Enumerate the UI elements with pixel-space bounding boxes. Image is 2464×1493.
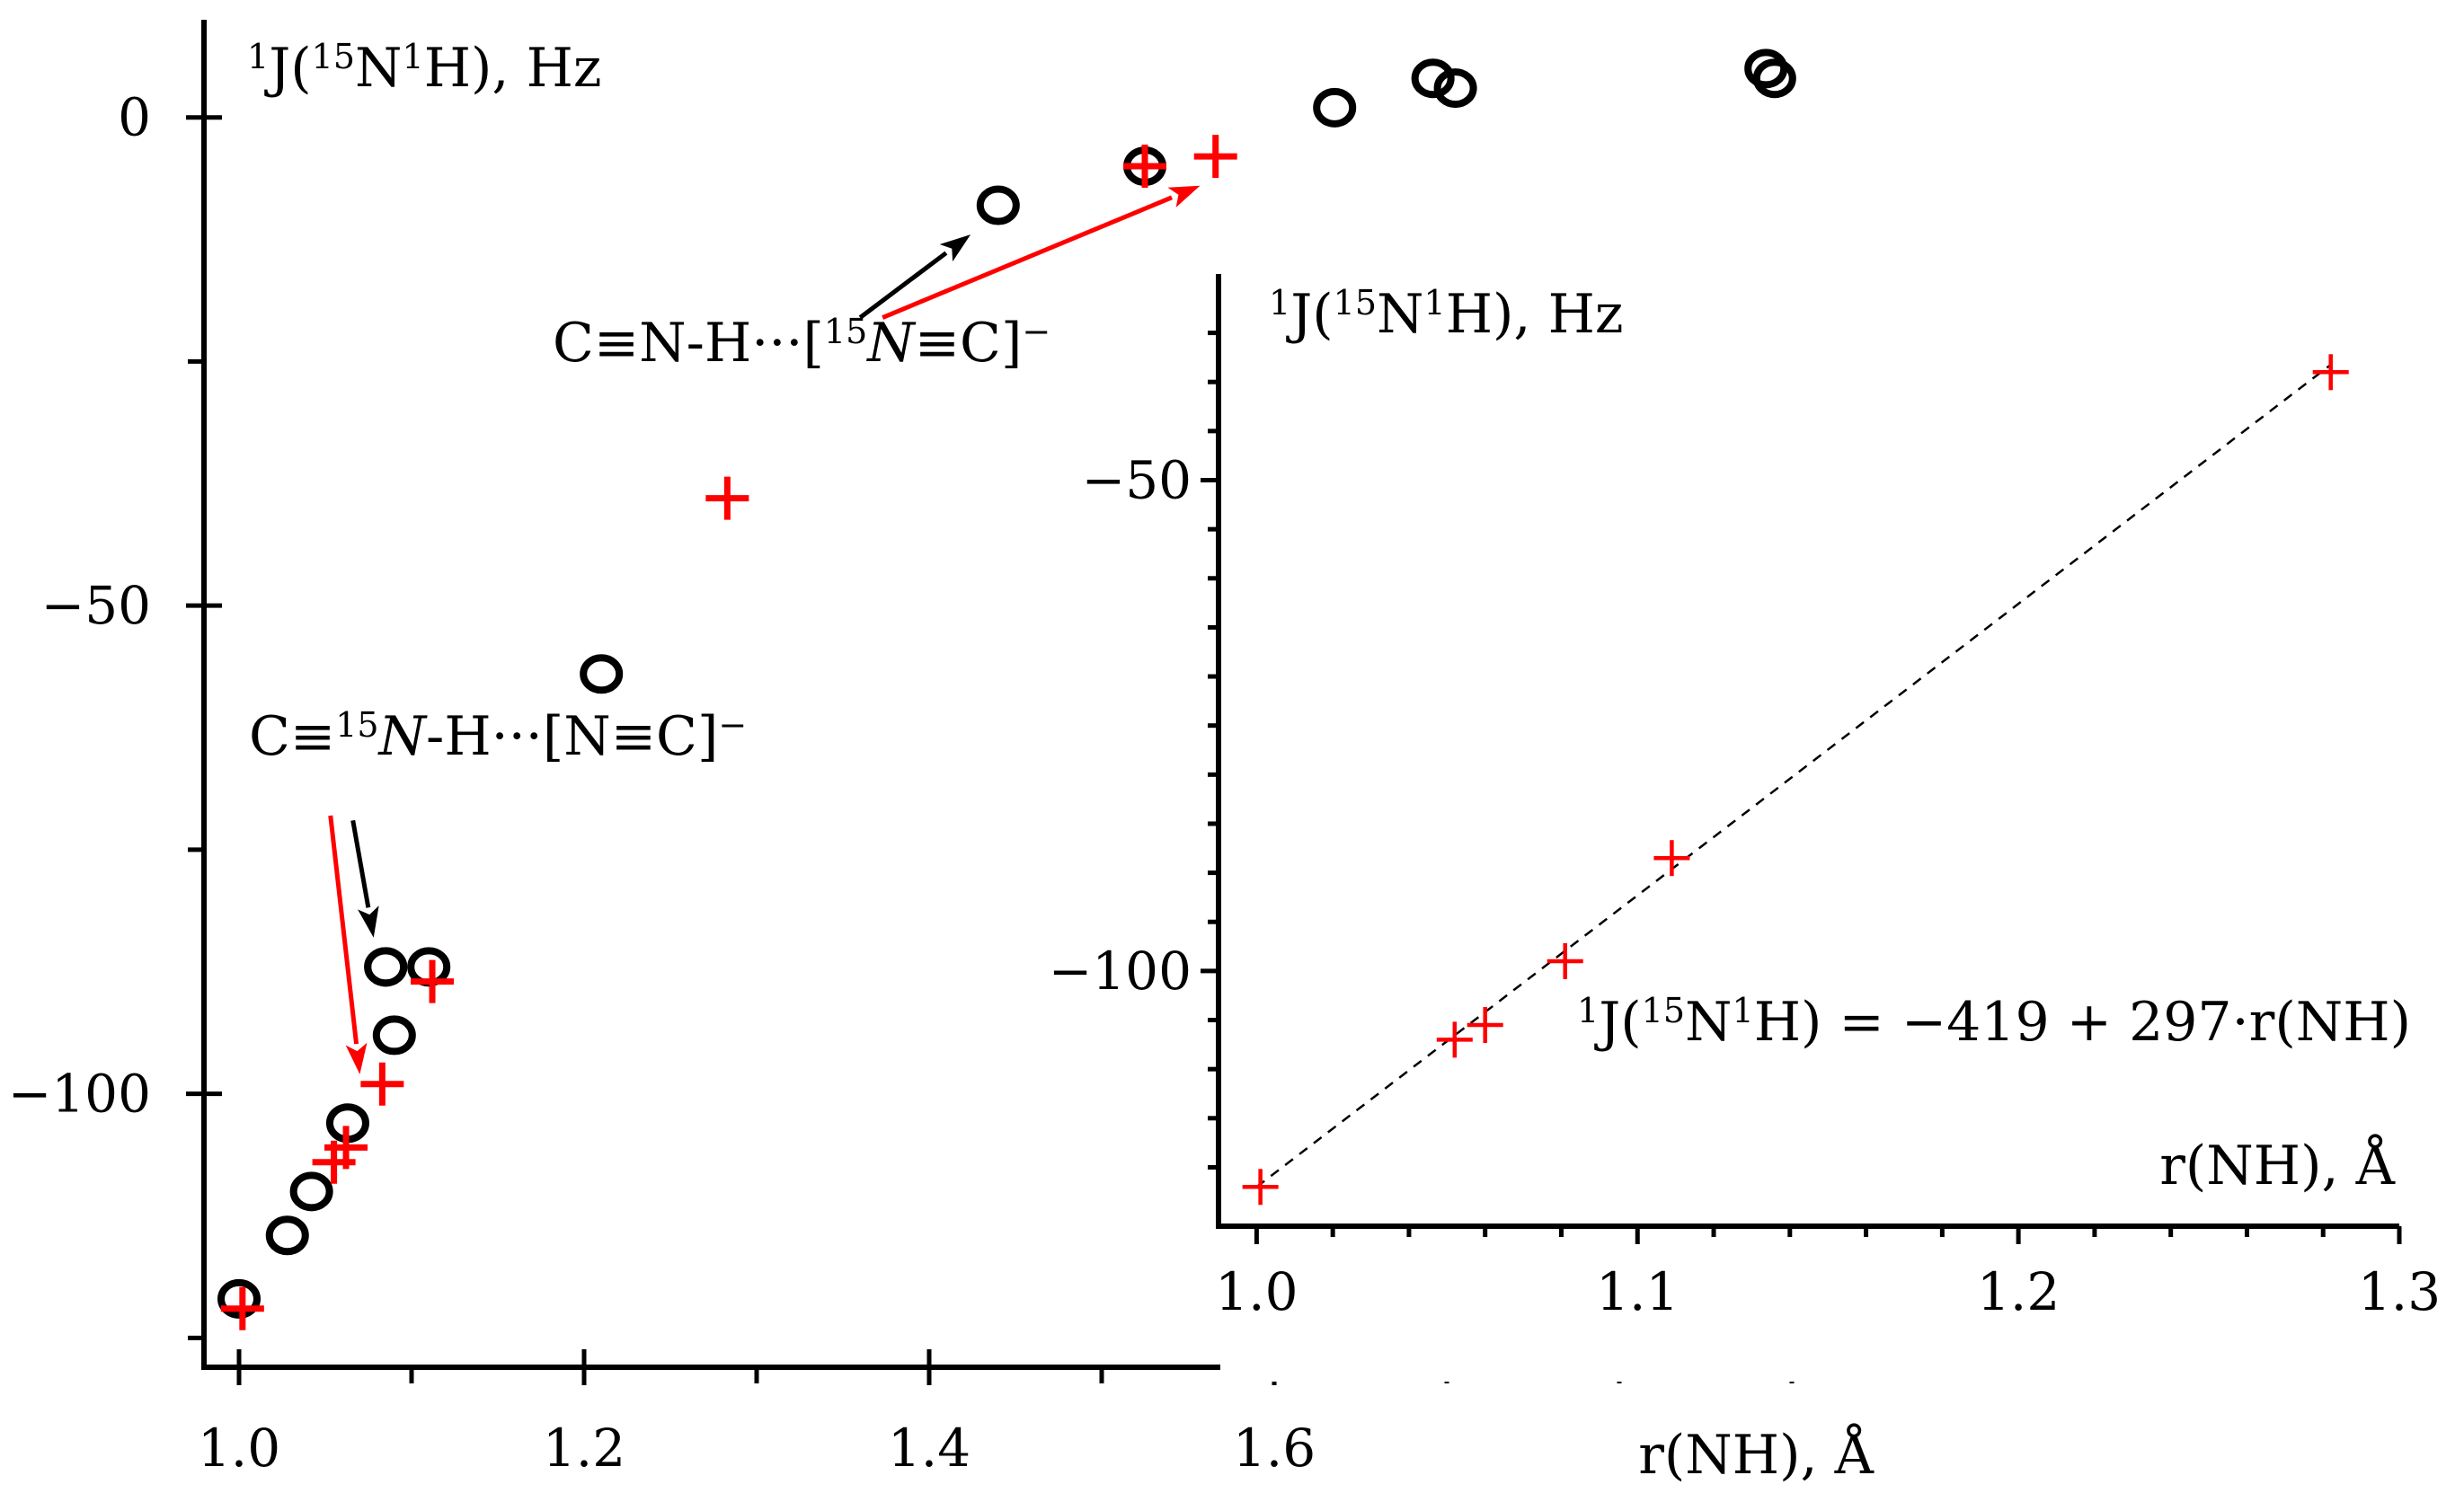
- fit-equation-j: J(: [1593, 991, 1641, 1054]
- annotation-upper-n: N: [865, 312, 917, 375]
- data-point-cross: [360, 1062, 404, 1106]
- main-y-title-j: J(: [263, 37, 311, 100]
- data-point-circle: [217, 1278, 261, 1319]
- annotation-upper-charge: −: [1022, 312, 1050, 351]
- fit-equation: 1J(15N1H) = −419 + 297·r(NH): [1577, 991, 2411, 1054]
- annotation-lower-part3: -H···[N≡C]: [426, 705, 718, 768]
- fit-equation-sup3: 1: [1733, 991, 1754, 1030]
- main-plot: 1.0 1.2 1.4 1.60−50−100 1J(15N1H), Hz r(NH)…: [8, 20, 1878, 1487]
- arrow-shaft: [858, 251, 948, 320]
- data-point-circle: [372, 1015, 416, 1056]
- main-tick-labels: 1.0 1.2 1.4 1.6 0 −50 −100: [8, 87, 1316, 1479]
- arrow-shaft: [882, 195, 1173, 320]
- main-y-title-hz: H), Hz: [424, 37, 602, 100]
- inset-data-point-cross: [1242, 1169, 1279, 1206]
- inset-xtick-label: 1.3: [2358, 1261, 2441, 1322]
- fit-equation-n: N: [1685, 991, 1733, 1054]
- arrow-head: [358, 906, 379, 938]
- inset-data-point-cross: [1436, 1021, 1473, 1058]
- main-y-title: 1J(15N1H), Hz: [247, 37, 602, 100]
- main-y-title-sup3: 1: [403, 37, 424, 76]
- inset-y-title-n: N: [1377, 283, 1424, 346]
- main-arrows: [328, 185, 1201, 1074]
- data-point-circle: [580, 654, 624, 694]
- data-point-circle: [289, 1171, 333, 1212]
- fit-line: [1255, 364, 2332, 1188]
- main-xtick-label: 1.4: [888, 1418, 971, 1479]
- main-y-title-sup1: 1: [247, 37, 269, 76]
- data-point-cross: [1193, 135, 1237, 179]
- data-point-cross: [324, 1126, 368, 1170]
- inset-marks: [1242, 354, 2349, 1206]
- data-point-cross: [1123, 145, 1166, 189]
- arrow-red: [882, 185, 1201, 320]
- fit-equation-sup1: 1: [1577, 991, 1599, 1030]
- inset-y-title-j: J(: [1285, 283, 1333, 346]
- main-xtick-label: 1.0: [198, 1418, 280, 1479]
- main-xtick-label: 1.2: [543, 1418, 625, 1479]
- inset-y-title: 1J(15N1H), Hz: [1269, 283, 1624, 346]
- data-point-cross: [220, 1286, 264, 1330]
- arrow-black: [858, 234, 971, 320]
- data-point-circle: [265, 1215, 309, 1256]
- data-point-cross: [411, 959, 455, 1003]
- inset-x-title: r(NH), Å: [2159, 1134, 2395, 1197]
- annotation-lower: C≡15N-H···[N≡C]−: [249, 705, 747, 768]
- inset-xtick-label: 1.0: [1215, 1261, 1298, 1322]
- data-point-circle: [976, 185, 1020, 225]
- inset-y-title-sup2: 15: [1334, 283, 1377, 322]
- data-point-circle: [407, 947, 451, 987]
- inset-background: [1220, 268, 2462, 1382]
- data-point-circle: [1411, 58, 1455, 99]
- arrow-head: [1167, 185, 1201, 208]
- inset-y-title-hz: H), Hz: [1446, 283, 1624, 346]
- main-y-title-sup2: 15: [312, 37, 355, 76]
- main-ytick-label: −100: [8, 1064, 151, 1125]
- inset-tick-labels: 1.0 1.1 1.2 1.3 −50 −100: [1049, 449, 2441, 1322]
- inset-data-point-cross: [2312, 354, 2349, 391]
- inset-ytick-label: −50: [1082, 449, 1192, 510]
- annotation-upper: C≡N-H···[15N≡C]−: [553, 312, 1050, 375]
- annotation-lower-n: N: [377, 705, 429, 768]
- annotation-upper-part1: C≡N-H···[: [553, 312, 824, 375]
- inset-ytick-label: −100: [1049, 941, 1192, 1002]
- inset-plot: 1.0 1.1 1.2 1.3−50−100 1J(15N1H), Hz r(NH),…: [1049, 268, 2462, 1382]
- annotation-lower-charge: −: [718, 705, 747, 745]
- inset-y-title-sup3: 1: [1424, 283, 1446, 322]
- arrow-shaft: [350, 819, 371, 908]
- main-x-title: r(NH), Å: [1638, 1423, 1874, 1487]
- data-point-circle: [1313, 87, 1357, 128]
- arrow-black: [350, 819, 379, 938]
- main-y-title-n: N: [355, 37, 403, 100]
- arrow-shaft: [328, 815, 359, 1045]
- main-ytick-label: −50: [41, 575, 151, 636]
- annotation-lower-part1: C≡: [249, 705, 335, 768]
- main-marks: [217, 49, 1796, 1330]
- arrow-head: [345, 1042, 368, 1074]
- annotation-upper-sup: 15: [824, 312, 867, 351]
- inset-xtick-label: 1.1: [1596, 1261, 1679, 1322]
- inset-y-title-sup1: 1: [1269, 283, 1290, 322]
- data-point-circle: [1433, 68, 1477, 109]
- data-point-circle: [1752, 58, 1796, 99]
- inset-data-point-cross: [1467, 1006, 1503, 1043]
- inset-data-point-cross: [1547, 942, 1583, 979]
- annotation-lower-sup: 15: [335, 705, 378, 745]
- annotation-upper-part3: ≡C]: [915, 312, 1023, 375]
- arrow-red: [328, 815, 368, 1074]
- data-point-circle: [364, 947, 408, 987]
- inset-xtick-label: 1.2: [1977, 1261, 2060, 1322]
- main-ytick-label: 0: [118, 87, 151, 148]
- inset-data-point-cross: [1653, 840, 1690, 877]
- main-xtick-label: 1.6: [1233, 1418, 1316, 1479]
- fit-equation-sup2: 15: [1642, 991, 1685, 1030]
- arrow-head: [939, 234, 971, 262]
- data-point-cross: [705, 476, 749, 520]
- inset-ticks: [1201, 331, 2402, 1244]
- fit-equation-rest: H) = −419 + 297·r(NH): [1754, 991, 2411, 1054]
